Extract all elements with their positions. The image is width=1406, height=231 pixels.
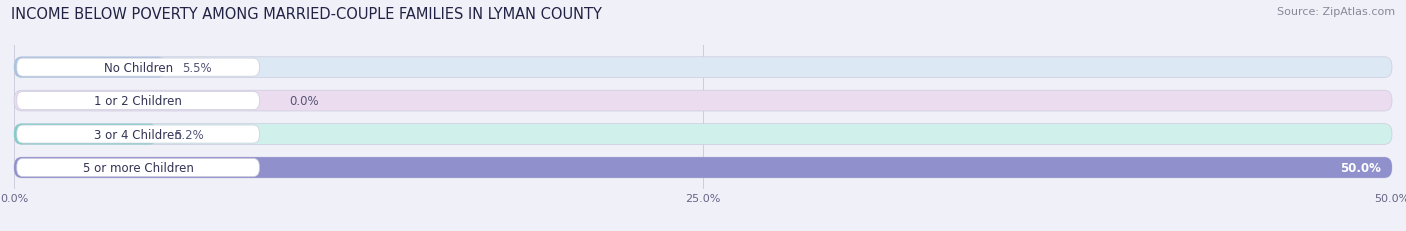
Text: 3 or 4 Children: 3 or 4 Children [94,128,181,141]
FancyBboxPatch shape [14,58,166,78]
FancyBboxPatch shape [14,124,1392,145]
FancyBboxPatch shape [14,158,1392,178]
FancyBboxPatch shape [17,159,259,177]
Text: 5 or more Children: 5 or more Children [83,161,194,174]
Text: 0.0%: 0.0% [290,95,319,108]
Text: Source: ZipAtlas.com: Source: ZipAtlas.com [1277,7,1395,17]
Text: 5.5%: 5.5% [183,61,212,74]
Text: No Children: No Children [104,61,173,74]
FancyBboxPatch shape [17,125,259,143]
Text: INCOME BELOW POVERTY AMONG MARRIED-COUPLE FAMILIES IN LYMAN COUNTY: INCOME BELOW POVERTY AMONG MARRIED-COUPL… [11,7,602,22]
Text: 1 or 2 Children: 1 or 2 Children [94,95,181,108]
FancyBboxPatch shape [14,91,1392,112]
FancyBboxPatch shape [17,92,259,110]
FancyBboxPatch shape [14,124,157,145]
FancyBboxPatch shape [14,58,1392,78]
FancyBboxPatch shape [14,158,1392,178]
Text: 50.0%: 50.0% [1340,161,1381,174]
Text: 5.2%: 5.2% [174,128,204,141]
FancyBboxPatch shape [17,59,259,77]
